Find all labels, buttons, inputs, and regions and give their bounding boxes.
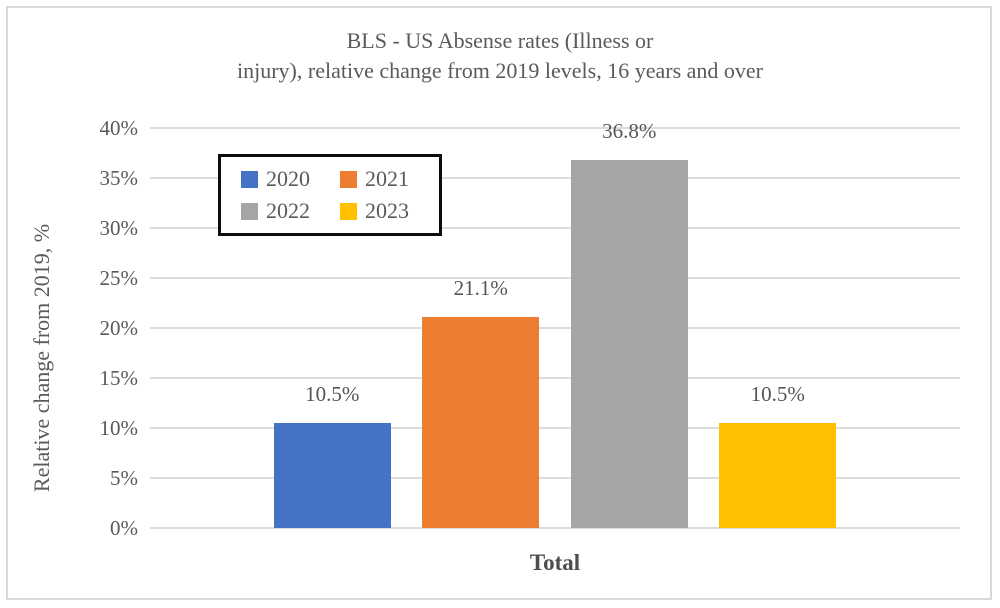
legend-item-2020: 2020	[241, 167, 330, 191]
y-tick-label: 0%	[110, 516, 138, 540]
legend-label: 2021	[365, 166, 409, 191]
data-label-2020: 10.5%	[305, 382, 360, 406]
legend-item-2023: 2023	[340, 199, 429, 223]
legend-label: 2020	[266, 166, 310, 191]
y-axis-title: Relative change from 2019, %	[29, 223, 54, 493]
chart-title-line2: injury), relative change from 2019 level…	[237, 58, 763, 83]
chart-title-line1: BLS - US Absense rates (Illness or	[346, 28, 654, 53]
plot-area	[150, 127, 960, 529]
data-label-2022: 36.8%	[602, 119, 657, 143]
legend-swatch-icon	[340, 170, 357, 188]
legend-swatch-icon	[241, 202, 258, 220]
legend-label: 2023	[365, 198, 409, 223]
gridline	[150, 427, 960, 429]
legend: 2020 2021 2022 2023	[218, 154, 442, 236]
data-label-2023: 10.5%	[750, 382, 805, 406]
legend-swatch-icon	[241, 170, 258, 188]
y-tick-label: 15%	[99, 366, 139, 390]
y-tick-label: 35%	[99, 166, 139, 190]
bar-2023	[719, 423, 837, 528]
y-tick-label: 40%	[99, 116, 139, 140]
gridline	[150, 327, 960, 329]
y-tick-label: 5%	[110, 466, 138, 490]
bar-2020	[273, 423, 391, 528]
legend-item-2021: 2021	[340, 167, 429, 191]
gridline	[150, 477, 960, 479]
gridline	[150, 227, 960, 229]
bar-2022	[570, 160, 688, 528]
y-tick-label: 25%	[99, 266, 139, 290]
y-tick-label: 10%	[99, 416, 139, 440]
bar-2021	[422, 317, 540, 528]
data-label-2021: 21.1%	[453, 276, 508, 300]
chart-title: BLS - US Absense rates (Illness or injur…	[0, 26, 1000, 86]
x-axis-category-label: Total	[529, 550, 581, 575]
gridline	[150, 177, 960, 179]
gridline	[150, 127, 960, 129]
y-tick-label: 20%	[99, 316, 139, 340]
gridline	[150, 377, 960, 379]
legend-swatch-icon	[340, 202, 357, 220]
legend-label: 2022	[266, 198, 310, 223]
gridline	[150, 277, 960, 279]
gridline	[150, 527, 960, 529]
legend-item-2022: 2022	[241, 199, 330, 223]
y-tick-label: 30%	[99, 216, 139, 240]
